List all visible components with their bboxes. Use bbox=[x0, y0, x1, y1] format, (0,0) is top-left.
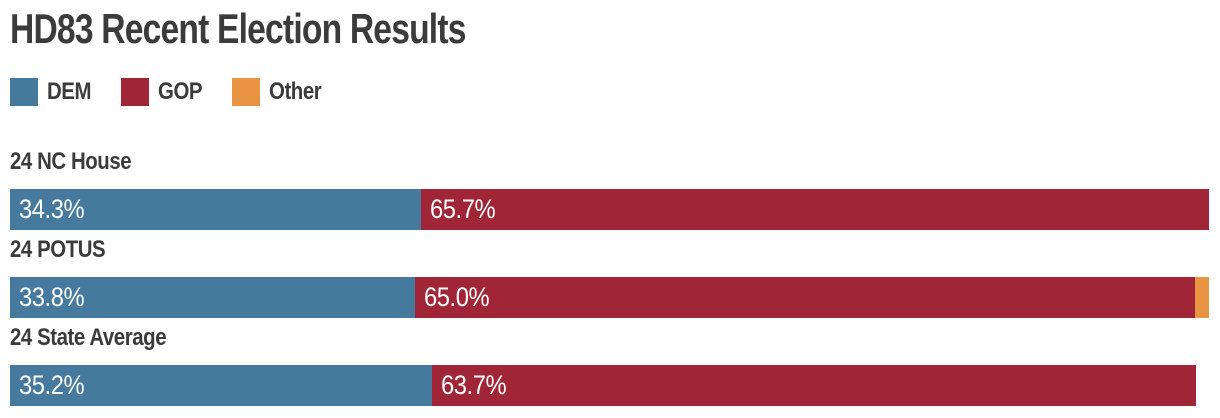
bar-segment-gop: 65.7% bbox=[421, 189, 1209, 230]
chart-container: HD83 Recent Election Results DEM GOP Oth… bbox=[0, 8, 1220, 406]
segment-value: 33.8% bbox=[19, 282, 85, 312]
other-swatch-icon bbox=[231, 78, 260, 106]
segment-value: 63.7% bbox=[441, 370, 507, 400]
bar-segment-other bbox=[1194, 277, 1209, 318]
legend-item-dem: DEM bbox=[10, 78, 99, 106]
legend-label-dem: DEM bbox=[47, 78, 92, 105]
legend-item-gop: GOP bbox=[120, 78, 210, 106]
gop-swatch-icon bbox=[120, 78, 149, 106]
legend-label-gop: GOP bbox=[157, 78, 202, 105]
category-label: 24 POTUS bbox=[10, 236, 106, 263]
page-title: HD83 Recent Election Results bbox=[10, 8, 1209, 50]
segment-value: 65.0% bbox=[424, 282, 490, 312]
stacked-bar: 34.3% 65.7% bbox=[10, 189, 1209, 230]
segment-value bbox=[1195, 277, 1204, 318]
bar-segment-dem: 34.3% bbox=[10, 189, 422, 230]
legend: DEM GOP Other bbox=[10, 78, 1209, 106]
segment-value: 65.7% bbox=[430, 194, 496, 224]
category-label: 24 NC House bbox=[10, 148, 132, 175]
dem-swatch-icon bbox=[10, 78, 38, 106]
legend-label-other: Other bbox=[268, 78, 322, 105]
bar-segment-gop: 65.0% bbox=[415, 277, 1195, 318]
stacked-bar: 35.2% 63.7% bbox=[10, 365, 1209, 406]
bar-segment-dem: 35.2% bbox=[10, 365, 433, 406]
page-title-text: HD83 Recent Election Results bbox=[10, 5, 466, 52]
category-label: 24 State Average bbox=[10, 324, 167, 351]
segment-value: 35.2% bbox=[19, 370, 85, 400]
bar-segment-dem: 33.8% bbox=[10, 277, 416, 318]
bar-segment-gop: 63.7% bbox=[432, 365, 1196, 406]
segment-value: 34.3% bbox=[19, 194, 85, 224]
stacked-bar: 33.8% 65.0% bbox=[10, 277, 1209, 318]
legend-item-other: Other bbox=[231, 78, 331, 106]
